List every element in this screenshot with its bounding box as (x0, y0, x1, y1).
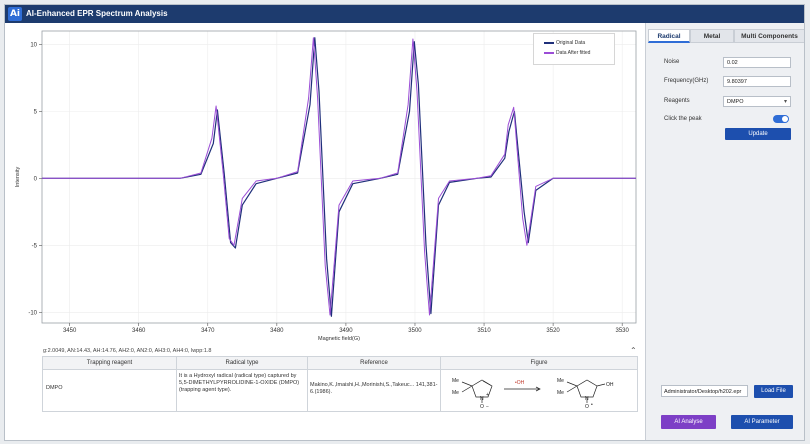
legend-swatch-original (544, 42, 554, 44)
update-button[interactable]: Update (725, 128, 791, 140)
chart-legend: 💾 Original Data Data After fitted (533, 33, 615, 65)
figure-me-label: Me (557, 378, 564, 384)
figure-me-label: Me (557, 390, 564, 396)
plot-frame (41, 30, 637, 324)
x-tick-label: 3450 (63, 328, 77, 334)
legend-label-fitted: Data After fitted (556, 50, 591, 56)
legend-label-original: Original Data (556, 40, 586, 46)
figure-oh-label: OH (606, 382, 614, 388)
spectrum-plot[interactable]: 3450 3460 3470 3480 3490 3500 3510 3520 3530 10 5 0… (5, 23, 642, 348)
header-trapping-reagent: Trapping reagent (86, 360, 133, 366)
app-logo-icon: Ai (8, 7, 22, 21)
tab-radical[interactable]: Radical (648, 29, 690, 43)
title-bar: Ai AI-Enhanced EPR Spectrum Analysis (5, 5, 804, 23)
results-table: Trapping reagent Radical type Reference … (42, 356, 638, 412)
y-axis-label: Intensity (15, 167, 21, 188)
x-tick-label: 3520 (546, 328, 560, 334)
collapse-icon[interactable]: ⌃ (630, 346, 637, 355)
header-figure: Figure (530, 360, 548, 366)
reagents-label: Reagents (664, 98, 690, 104)
x-tick-label: 3510 (477, 328, 491, 334)
click-peak-toggle[interactable] (773, 115, 789, 123)
legend-item-original: Original Data (544, 38, 586, 48)
figure-n-label: N (585, 396, 589, 402)
tab-metal[interactable]: Metal (690, 29, 734, 43)
noise-input[interactable]: 0.02 (723, 57, 791, 68)
x-tick-label: 3460 (132, 328, 146, 334)
header-reference: Reference (360, 360, 388, 366)
cell-reagent: DMPO (46, 385, 63, 391)
ai-analyse-button[interactable]: AI Analyse (661, 415, 716, 429)
figure-reagent-label: •OH (515, 380, 525, 386)
fit-parameters-text: g:2.0049, AN:14.43, AH:14.76, AH2:0, AN2… (43, 348, 212, 354)
frequency-input[interactable]: 9.80397 (723, 76, 791, 87)
series-line-fitted (42, 37, 636, 316)
window-title: AI-Enhanced EPR Spectrum Analysis (26, 9, 168, 18)
x-tick-label: 3490 (339, 328, 353, 334)
x-tick-label: 3500 (408, 328, 422, 334)
load-file-button[interactable]: Load File (754, 385, 793, 398)
cell-radical-type: It is a Hydroxyl radical (radical type) … (179, 373, 300, 393)
reagents-selected-value: DMPO (727, 99, 744, 105)
y-tick-label: 0 (34, 176, 38, 182)
figure-o-label: O (480, 404, 484, 410)
cell-reference: Makino,K.,Imaishi,H.,Morinishi,S.,Takeuc… (310, 382, 438, 395)
figure-charge-label: + (486, 392, 489, 398)
x-tick-label: 3470 (201, 328, 215, 334)
series-line-original (42, 37, 636, 317)
table-header: Trapping reagent Radical type Reference … (43, 357, 637, 370)
legend-item-fitted: Data After fitted (544, 48, 591, 58)
file-path-input[interactable]: Administrator/Desktop/h202.epr (661, 385, 748, 397)
figure-me-label: Me (452, 390, 459, 396)
figure-me-label: Me (452, 378, 459, 384)
noise-label: Noise (664, 59, 680, 65)
y-tick-label: 10 (30, 42, 37, 48)
column-divider (176, 357, 177, 411)
figure-radical-label: • (591, 402, 593, 408)
tab-multi-components[interactable]: Multi Components (734, 29, 804, 43)
header-radical-type: Radical type (225, 360, 259, 366)
reagents-select[interactable]: DMPO ▾ (723, 96, 791, 107)
spectrum-chart-svg[interactable]: 3450 3460 3470 3480 3490 3500 3510 3520 3530 10 5 0… (5, 23, 642, 348)
figure-o-label: O (585, 404, 589, 410)
click-peak-label: Click the peak (664, 116, 702, 122)
x-axis-label: Magnetic field(G) (318, 336, 360, 342)
tab-bar: Radical Metal Multi Components (646, 29, 804, 43)
y-tick-label: -10 (28, 310, 37, 316)
x-tick-label: 3480 (270, 328, 284, 334)
figure-charge-label: − (486, 404, 489, 410)
legend-swatch-fitted (544, 52, 554, 54)
y-tick-label: 5 (34, 109, 38, 115)
chevron-down-icon: ▾ (783, 99, 787, 105)
y-tick-label: -5 (32, 243, 38, 249)
frequency-label: Frequency(GHz) (664, 78, 709, 84)
figure-n-label: N (480, 396, 484, 402)
column-divider (440, 357, 441, 411)
ai-parameter-button[interactable]: AI Parameter (731, 415, 793, 429)
toggle-knob (782, 116, 788, 122)
x-tick-label: 3530 (616, 328, 630, 334)
reaction-figure: Me Me N + O − •OH Me Me N OH O • (452, 378, 614, 410)
column-divider (307, 357, 308, 411)
app-window: Ai AI-Enhanced EPR Spectrum Analysis 345… (4, 4, 805, 441)
side-panel: Radical Metal Multi Components Noise 0.0… (645, 23, 804, 440)
